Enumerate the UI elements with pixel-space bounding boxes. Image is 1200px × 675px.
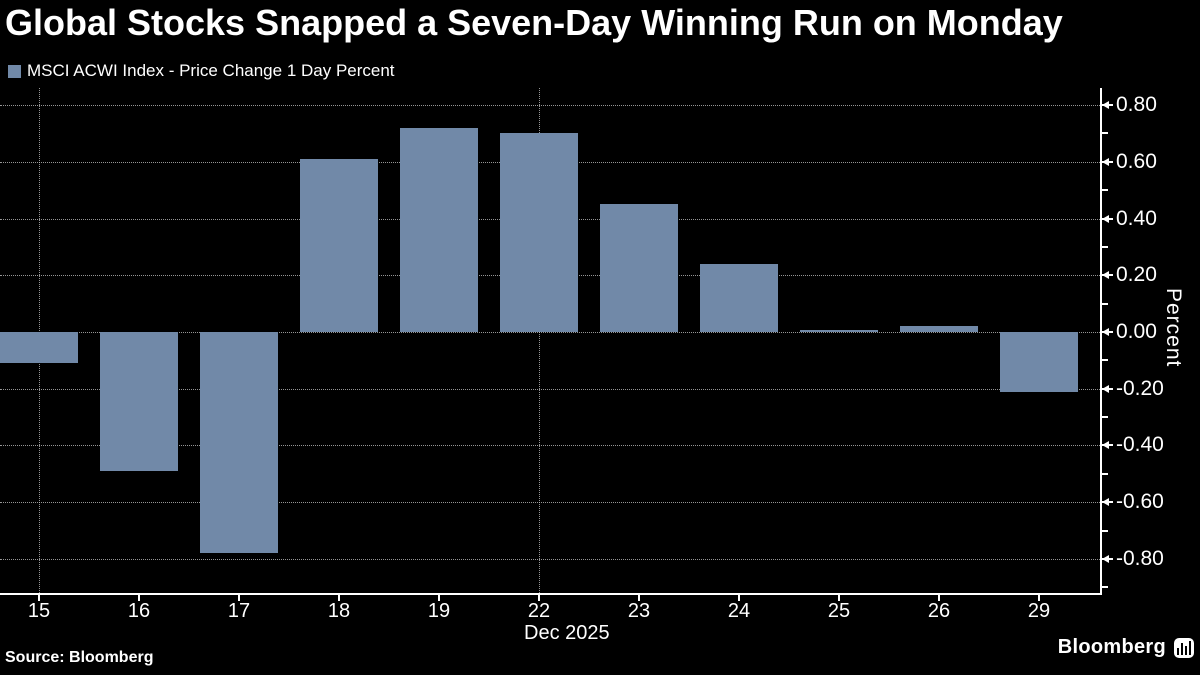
y-minor-tick [1102, 245, 1108, 248]
legend-label: MSCI ACWI Index - Price Change 1 Day Per… [27, 61, 395, 80]
x-tick [438, 595, 440, 601]
x-tick-label: 24 [727, 600, 751, 622]
y-minor-tick [1102, 189, 1108, 192]
horizontal-gridline [0, 331, 1100, 333]
y-tick-arrow-icon [1102, 157, 1109, 166]
x-tick [938, 595, 940, 601]
y-tick-label: -0.60 [1116, 490, 1164, 514]
horizontal-gridline [0, 388, 1100, 390]
horizontal-gridline [0, 445, 1100, 447]
x-tick-label: 18 [327, 600, 351, 622]
y-tick-arrow-icon [1102, 214, 1109, 223]
y-tick-arrow-icon [1102, 554, 1109, 563]
y-tick-label: -0.40 [1116, 433, 1164, 457]
horizontal-gridline [0, 502, 1100, 504]
y-minor-tick [1102, 586, 1108, 589]
x-tick-label: 16 [127, 600, 151, 622]
y-tick-label: -0.20 [1116, 376, 1164, 400]
bloomberg-logomark-icon [1174, 637, 1194, 658]
bloomberg-logo: Bloomberg [1058, 636, 1194, 659]
x-tick-label: 22 [527, 600, 551, 622]
y-tick-arrow-icon [1102, 327, 1109, 336]
y-minor-tick [1102, 302, 1108, 305]
x-tick-label: 17 [227, 600, 251, 622]
y-axis-line [1100, 88, 1102, 595]
y-minor-tick [1102, 416, 1108, 419]
bar-23 [600, 204, 678, 332]
y-tick-label: 0.80 [1116, 93, 1157, 117]
bar-24 [700, 263, 778, 332]
bar-17 [200, 331, 278, 554]
bar-29 [1000, 331, 1078, 392]
bar-22 [500, 133, 578, 332]
y-tick-arrow-icon [1102, 498, 1109, 507]
bloomberg-logo-text: Bloomberg [1057, 636, 1166, 658]
x-tick [538, 595, 540, 601]
x-tick [638, 595, 640, 601]
y-tick-arrow-icon [1102, 271, 1109, 280]
x-tick-label: 29 [1027, 600, 1051, 622]
y-tick-arrow-icon [1102, 101, 1109, 110]
chart-title: Global Stocks Snapped a Seven-Day Winnin… [5, 2, 1063, 43]
bar-26 [900, 326, 978, 332]
y-tick-label: 0.40 [1116, 206, 1157, 230]
y-tick-label: 0.00 [1116, 319, 1157, 343]
bar-25 [800, 330, 878, 332]
legend-swatch-icon [8, 64, 21, 78]
y-tick-label: -0.80 [1116, 546, 1164, 570]
x-tick-label: 15 [27, 600, 51, 622]
x-tick [838, 595, 840, 601]
x-tick [738, 595, 740, 601]
x-tick [338, 595, 340, 601]
x-tick [138, 595, 140, 601]
bar-16 [100, 331, 178, 471]
source-note: Source: Bloomberg [5, 649, 154, 666]
x-tick-label: 19 [427, 600, 451, 622]
horizontal-gridline [0, 558, 1100, 560]
y-tick-arrow-icon [1102, 384, 1109, 393]
horizontal-gridline [0, 105, 1100, 107]
y-tick-arrow-icon [1102, 441, 1109, 450]
x-tick [238, 595, 240, 601]
bar-15 [0, 331, 78, 364]
y-axis-title: Percent [1162, 288, 1185, 368]
x-axis-group-label: Dec 2025 [524, 622, 610, 644]
y-minor-tick [1102, 132, 1108, 135]
x-tick-label: 25 [827, 600, 851, 622]
legend: MSCI ACWI Index - Price Change 1 Day Per… [8, 61, 395, 81]
y-minor-tick [1102, 359, 1108, 362]
x-axis-line [0, 593, 1102, 595]
x-tick [1038, 595, 1040, 601]
x-tick [38, 595, 40, 601]
y-tick-label: 0.60 [1116, 149, 1157, 173]
vertical-gridline [539, 88, 540, 593]
bar-19 [400, 127, 478, 332]
y-tick-label: 0.20 [1116, 263, 1157, 287]
bar-18 [300, 158, 378, 332]
x-tick-label: 23 [627, 600, 651, 622]
x-tick-label: 26 [927, 600, 951, 622]
y-minor-tick [1102, 529, 1108, 532]
y-minor-tick [1102, 472, 1108, 475]
